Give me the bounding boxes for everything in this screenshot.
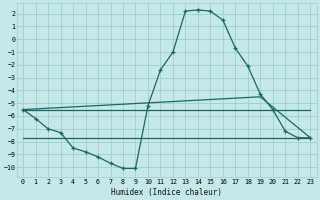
X-axis label: Humidex (Indice chaleur): Humidex (Indice chaleur) <box>111 188 222 197</box>
